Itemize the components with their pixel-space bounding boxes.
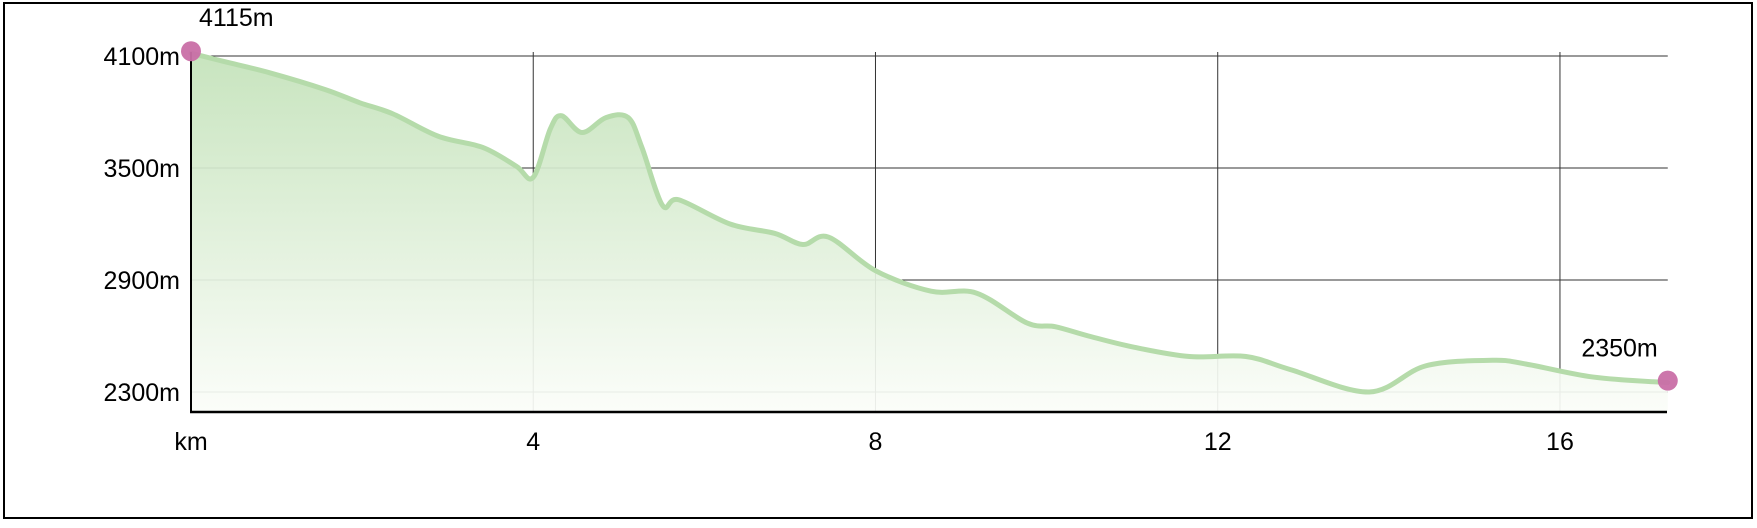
y-tick-label: 2300m: [104, 379, 180, 407]
x-tick-label: km: [174, 428, 207, 456]
x-tick-label: 4: [526, 428, 540, 456]
x-tick-label: 8: [869, 428, 883, 456]
y-tick-label: 2900m: [104, 267, 180, 295]
elevation-line: [188, 50, 1671, 395]
elevation-marker: [1657, 370, 1678, 391]
elevation-area-fill: [191, 53, 1668, 412]
elevation-marker: [181, 41, 201, 62]
elevation-annotation: 2350m: [1581, 335, 1657, 363]
x-tick-label: 12: [1204, 428, 1232, 456]
y-tick-label: 3500m: [104, 155, 180, 183]
x-tick-label: 16: [1546, 428, 1574, 456]
y-tick-label: 4100m: [104, 43, 180, 71]
elevation-annotation: 4115m: [199, 4, 274, 32]
